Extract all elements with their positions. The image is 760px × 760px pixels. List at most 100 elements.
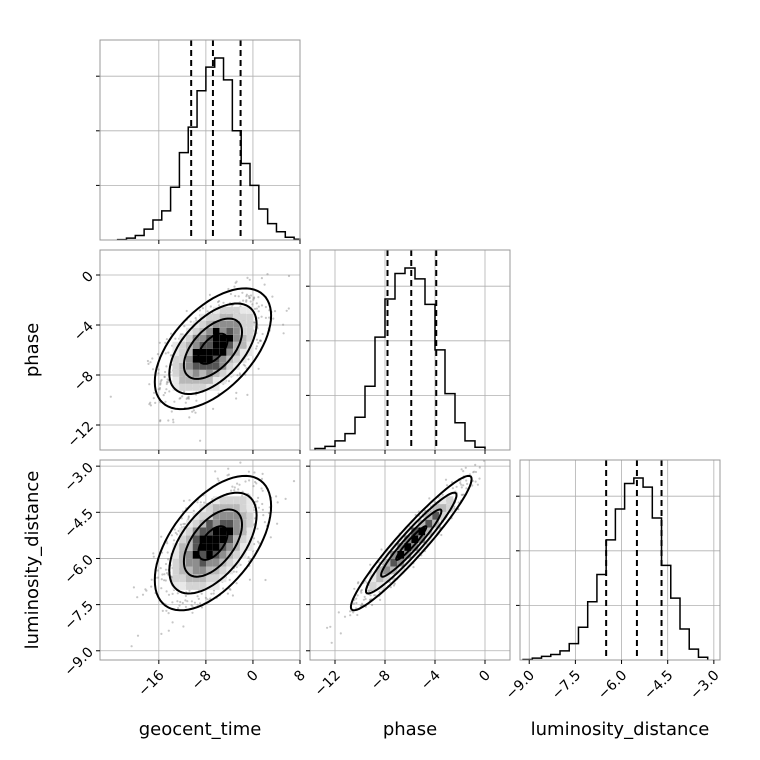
sample-point (241, 291, 244, 294)
sample-point (164, 579, 167, 582)
sample-point (257, 506, 260, 509)
sample-point (169, 354, 172, 357)
sample-point (177, 529, 180, 533)
sample-point (263, 521, 266, 524)
density-cell (239, 313, 247, 321)
sample-point (165, 572, 169, 575)
x-tick-label-luminosity-distance-2: −6.0 (595, 668, 630, 703)
sample-point (166, 551, 169, 554)
density-cell (239, 348, 247, 356)
sample-point (177, 607, 180, 610)
density-cell (192, 383, 200, 391)
sample-point (259, 339, 263, 342)
sample-point (464, 466, 467, 469)
sample-point (164, 400, 167, 403)
density-cell (376, 582, 384, 590)
density-cell (212, 496, 220, 505)
sample-point (200, 606, 204, 609)
sample-point (249, 294, 253, 297)
sample-point (255, 302, 258, 305)
sample-point (252, 297, 256, 300)
sample-point (159, 383, 162, 386)
sample-point (173, 462, 175, 464)
sample-point (255, 345, 258, 348)
sample-point (393, 582, 396, 585)
density-cell (233, 550, 240, 559)
sample-point (257, 367, 260, 370)
density-cell (199, 383, 207, 391)
sample-point (152, 555, 155, 558)
sample-point (184, 401, 187, 404)
density-cell (226, 504, 234, 512)
sample-point (359, 590, 363, 593)
density-cell (369, 574, 377, 583)
sample-point (248, 296, 251, 300)
density-cell (199, 574, 207, 583)
density-cell (418, 535, 426, 544)
sample-point (152, 397, 155, 400)
contour-level-3 (153, 474, 273, 612)
density-cell (186, 527, 193, 536)
sample-point (355, 597, 358, 600)
sample-point (490, 456, 492, 458)
density-cell (383, 574, 391, 583)
sample-point (182, 522, 185, 526)
density-cell (206, 369, 213, 377)
histogram-geocent-time (116, 57, 301, 241)
sample-point (368, 589, 371, 592)
sample-point (245, 299, 248, 302)
density-cell (233, 496, 240, 505)
sample-point (468, 473, 471, 476)
sample-point (174, 337, 177, 340)
sample-point (355, 601, 358, 605)
sample-point (326, 626, 329, 629)
density-cell (239, 504, 247, 512)
density-cell (192, 574, 200, 583)
density-cell (172, 574, 180, 583)
contour-level-2 (168, 302, 258, 395)
sample-point (191, 611, 194, 614)
sample-point (165, 590, 168, 593)
density-cell (246, 527, 254, 536)
sample-point (236, 374, 239, 377)
density-cell (212, 348, 220, 356)
sample-point (253, 296, 256, 299)
density-cell (172, 341, 180, 349)
density-cell (432, 511, 440, 520)
sample-point (200, 592, 203, 595)
sample-point (264, 578, 267, 582)
x-tick-label-luminosity-distance-3: −4.5 (641, 668, 676, 703)
density-cell (233, 511, 240, 520)
sample-point (132, 586, 135, 589)
sample-point (231, 485, 234, 488)
density-cell (219, 327, 227, 335)
x-tick-label-phase-1: −8 (368, 668, 394, 694)
density-cell (179, 566, 186, 575)
sample-point (239, 461, 242, 464)
sample-point (171, 621, 174, 624)
sample-point (453, 507, 456, 510)
sample-point (247, 556, 250, 559)
density-cell (186, 355, 193, 363)
density-cell (233, 543, 240, 551)
sample-point (161, 573, 164, 576)
sample-point (258, 339, 262, 342)
density-cell (192, 550, 200, 559)
sample-point (159, 420, 162, 423)
sample-point (156, 569, 159, 572)
density-cell (179, 582, 186, 590)
sample-point (287, 274, 291, 278)
sample-point (161, 609, 164, 613)
sample-point (244, 364, 247, 367)
sample-point (234, 281, 237, 284)
contour-level-0 (395, 525, 428, 561)
sample-point (228, 578, 231, 582)
sample-point (235, 391, 238, 394)
sample-point (149, 401, 152, 404)
x-tick-label-phase-0: −12 (312, 668, 344, 700)
sample-point (206, 598, 209, 601)
sample-point (157, 388, 160, 391)
x-axis-label-geocent-time: geocent_time (139, 719, 262, 740)
sample-point (457, 501, 460, 504)
density-cell (439, 504, 447, 512)
